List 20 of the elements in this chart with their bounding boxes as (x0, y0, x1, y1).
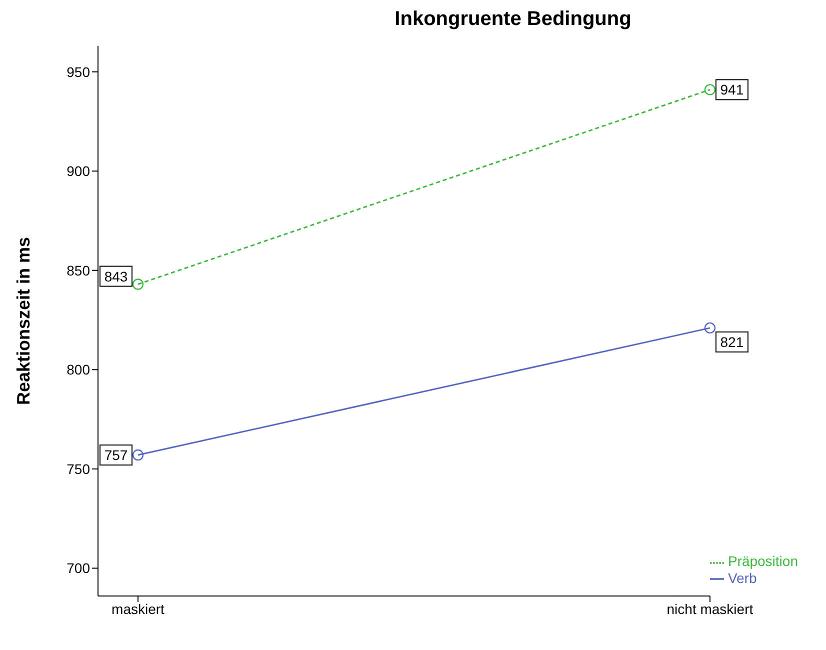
chart-title: Inkongruente Bedingung (394, 8, 632, 32)
y-tick-label: 750 (66, 460, 90, 477)
y-tick-label: 800 (66, 362, 90, 378)
x-tick-label: nicht maskiert (666, 600, 754, 617)
y-tick-label: 850 (66, 262, 90, 278)
point (132, 278, 144, 290)
legend-label: Verb (728, 570, 757, 586)
point (704, 84, 716, 96)
point (704, 322, 716, 334)
data-label: 821 (720, 334, 744, 350)
data-label: 757 (104, 447, 128, 464)
y-axis-title: Reaktionszeit in ms (13, 236, 34, 406)
data-label: 941 (720, 82, 744, 98)
y-tick-label: 700 (66, 560, 90, 576)
x-tick-label: maskiert (112, 600, 165, 617)
point (132, 449, 144, 461)
legend-label: Präposition (728, 553, 798, 570)
y-tick-label: 900 (66, 163, 90, 180)
y-tick-label: 950 (66, 64, 90, 80)
data-label: 843 (104, 268, 128, 284)
